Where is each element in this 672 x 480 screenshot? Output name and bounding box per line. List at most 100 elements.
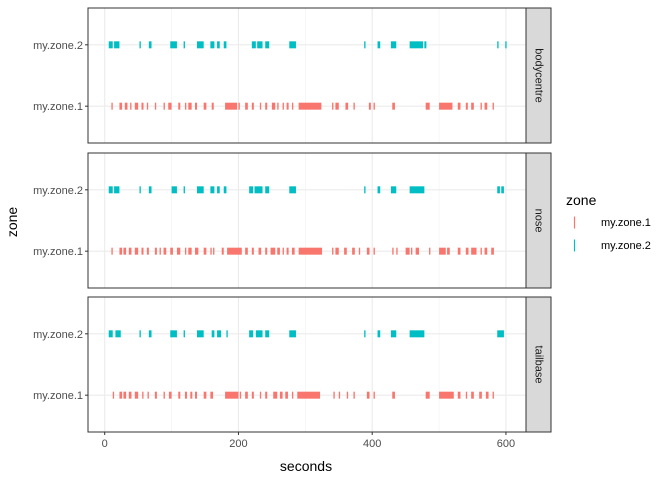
zone-interval-mark: [377, 41, 381, 49]
zone-interval-mark: [134, 391, 139, 399]
zone-interval-mark: [364, 186, 366, 194]
zone-interval-mark: [465, 391, 468, 399]
zone-interval-mark: [265, 102, 268, 110]
zone-interval-mark: [154, 247, 157, 255]
zone-interval-mark: [254, 186, 263, 194]
zone-interval-mark: [353, 102, 355, 110]
zone-interval-mark: [245, 247, 248, 255]
zone-interval-mark: [346, 391, 349, 399]
zone-interval-mark: [492, 391, 494, 399]
zone-interval-mark: [123, 247, 127, 255]
zone-interval-mark: [265, 247, 268, 255]
zone-interval-mark: [271, 102, 276, 110]
zone-interval-mark: [344, 247, 347, 255]
facet-strip: [525, 152, 552, 289]
zone-interval-mark: [119, 102, 123, 110]
y-axis-title: zone: [4, 207, 20, 238]
zone-interval-mark: [338, 391, 341, 399]
zone-interval-mark: [249, 330, 254, 338]
zone-interval-mark: [373, 247, 375, 255]
zone-interval-mark: [484, 247, 488, 255]
zone-interval-mark: [501, 186, 504, 194]
zone-interval-mark: [480, 247, 482, 255]
zone-interval-mark: [124, 102, 128, 110]
zone-interval-mark: [358, 247, 361, 255]
zone-interval-mark: [352, 247, 355, 255]
zone-interval-mark: [409, 41, 424, 49]
zone-interval-mark: [146, 102, 149, 110]
zone-interval-mark: [457, 247, 461, 255]
zone-interval-mark: [227, 247, 242, 255]
zone-interval-mark: [465, 247, 469, 255]
zone-interval-mark: [148, 330, 152, 338]
series-my-zone-2: [108, 330, 504, 338]
zone-interval-mark: [265, 391, 268, 399]
zone-interval-mark: [439, 247, 446, 255]
zone-interval-mark: [190, 391, 193, 399]
y-tick-label: my.zone.1: [33, 390, 83, 402]
series-my-zone-2: [108, 41, 507, 49]
zone-interval-mark: [279, 391, 283, 399]
zone-interval-mark: [424, 41, 427, 49]
zone-interval-mark: [373, 391, 375, 399]
zone-interval-mark: [213, 247, 215, 255]
zone-interval-mark: [183, 41, 185, 49]
zone-interval-mark: [497, 186, 500, 194]
zone-interval-mark: [257, 41, 263, 49]
zone-interval-mark: [112, 391, 115, 399]
zone-interval-mark: [111, 102, 113, 110]
zone-interval-mark: [142, 391, 144, 399]
zone-interval-mark: [277, 247, 280, 255]
zone-interval-mark: [491, 247, 494, 255]
zone-interval-mark: [108, 186, 113, 194]
zone-interval-mark: [183, 330, 185, 338]
legend-key-zone-1: [566, 214, 583, 231]
zone-interval-mark: [335, 102, 339, 110]
zone-interval-mark: [249, 186, 254, 194]
zone-interval-mark: [392, 247, 394, 255]
zone-interval-mark: [238, 102, 240, 110]
zone-interval-mark: [282, 102, 284, 110]
zone-interval-mark: [484, 102, 488, 110]
facet-strip-label: tailbase: [533, 346, 545, 384]
zone-interval-mark: [171, 186, 177, 194]
zone-interval-mark: [148, 41, 152, 49]
zone-interval-mark: [111, 247, 113, 255]
zone-interval-mark: [390, 41, 397, 49]
x-tick-label: 200: [229, 438, 247, 450]
zone-interval-mark: [163, 247, 167, 255]
zone-interval-mark: [170, 247, 173, 255]
zone-interval-mark: [439, 391, 454, 399]
zone-interval-mark: [258, 247, 262, 255]
zone-interval-mark: [245, 102, 248, 110]
zone-interval-mark: [159, 247, 161, 255]
zone-interval-mark: [141, 102, 144, 110]
facet-strip-label: bodycentre: [533, 48, 545, 102]
zone-interval-mark: [154, 102, 157, 110]
zone-interval-mark: [163, 391, 165, 399]
legend-key-zone-2: [566, 237, 583, 254]
legend-label-zone-1: my.zone.1: [601, 217, 651, 229]
zone-interval-mark: [298, 102, 322, 110]
zone-interval-mark: [217, 330, 222, 338]
zone-interval-mark: [176, 247, 181, 255]
zone-interval-mark: [289, 330, 296, 338]
zone-interval-mark: [184, 391, 187, 399]
zone-interval-mark: [163, 102, 165, 110]
zone-interval-mark: [115, 330, 121, 338]
zone-interval-mark: [251, 41, 256, 49]
zone-interval-mark: [170, 330, 177, 338]
y-tick-label: my.zone.2: [33, 329, 83, 341]
zone-interval-mark: [119, 247, 123, 255]
panels-layer: bodycentre my.zone.1 my.zone.2 nose my.zone.…: [33, 7, 552, 433]
x-axis: 0 200 400 600: [102, 432, 515, 450]
series-my-zone-2: [108, 186, 504, 194]
zone-interval-mark: [128, 247, 132, 255]
zone-interval-mark: [148, 186, 152, 194]
zone-interval-mark: [265, 41, 270, 49]
zone-interval-mark: [291, 102, 294, 110]
zone-interval-mark: [471, 247, 477, 255]
series-my-zone-1: [111, 102, 494, 110]
zone-interval-mark: [225, 102, 238, 110]
zone-interval-mark: [168, 102, 172, 110]
